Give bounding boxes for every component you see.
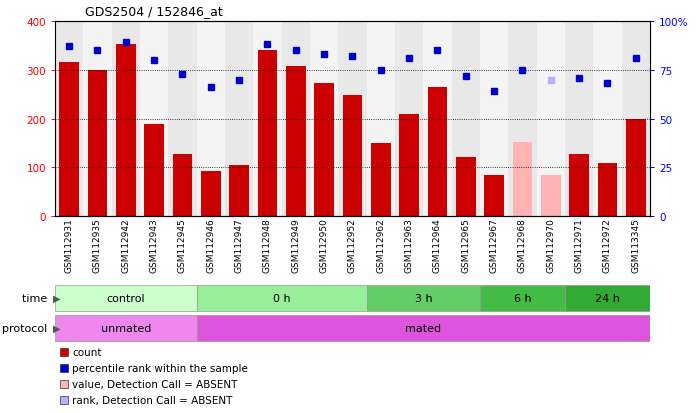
Bar xyxy=(314,84,334,216)
Bar xyxy=(59,63,79,216)
Bar xyxy=(87,71,107,216)
Bar xyxy=(343,96,362,216)
Text: GDS2504 / 152846_at: GDS2504 / 152846_at xyxy=(85,5,223,18)
Bar xyxy=(112,22,140,216)
Bar xyxy=(282,22,310,216)
Text: 3 h: 3 h xyxy=(415,293,432,303)
Bar xyxy=(197,22,225,216)
Bar xyxy=(565,285,650,312)
Bar xyxy=(484,175,504,216)
Bar xyxy=(480,285,565,312)
Text: protocol: protocol xyxy=(2,323,51,333)
Text: ▶: ▶ xyxy=(53,323,61,333)
Bar xyxy=(565,22,593,216)
Bar xyxy=(339,22,366,216)
Bar xyxy=(512,142,533,216)
Bar xyxy=(622,22,650,216)
Bar xyxy=(55,315,197,342)
Bar xyxy=(144,125,164,216)
Bar xyxy=(456,158,476,216)
Bar xyxy=(626,119,646,216)
Bar xyxy=(480,22,508,216)
Bar xyxy=(537,22,565,216)
Bar xyxy=(570,155,589,216)
Text: 24 h: 24 h xyxy=(595,293,620,303)
Bar xyxy=(428,88,447,216)
Bar xyxy=(310,22,339,216)
Text: ▶: ▶ xyxy=(53,293,61,303)
Text: mated: mated xyxy=(406,323,441,333)
Text: 6 h: 6 h xyxy=(514,293,531,303)
Bar xyxy=(55,22,83,216)
Bar xyxy=(286,66,306,216)
Bar xyxy=(83,22,112,216)
Bar xyxy=(201,172,221,216)
Bar xyxy=(593,22,622,216)
Bar xyxy=(423,22,452,216)
Bar xyxy=(371,144,391,216)
Text: control: control xyxy=(107,293,145,303)
Bar xyxy=(60,396,68,404)
Bar xyxy=(229,166,249,216)
Bar xyxy=(399,114,419,216)
Bar xyxy=(225,22,253,216)
Bar xyxy=(60,364,68,372)
Text: value, Detection Call = ABSENT: value, Detection Call = ABSENT xyxy=(72,379,237,389)
Bar xyxy=(541,175,560,216)
Text: rank, Detection Call = ABSENT: rank, Detection Call = ABSENT xyxy=(72,395,232,405)
Text: 0 h: 0 h xyxy=(273,293,290,303)
Bar xyxy=(140,22,168,216)
Bar xyxy=(197,315,650,342)
Bar xyxy=(366,285,480,312)
Text: count: count xyxy=(72,347,101,357)
Bar xyxy=(55,285,197,312)
Bar xyxy=(395,22,423,216)
Bar xyxy=(172,155,193,216)
Bar xyxy=(258,51,277,216)
Bar xyxy=(116,45,135,216)
Bar xyxy=(597,164,618,216)
Bar xyxy=(452,22,480,216)
Bar xyxy=(508,22,537,216)
Text: time: time xyxy=(22,293,51,303)
Bar xyxy=(253,22,282,216)
Bar xyxy=(197,285,366,312)
Text: percentile rank within the sample: percentile rank within the sample xyxy=(72,363,248,373)
Text: unmated: unmated xyxy=(101,323,151,333)
Bar xyxy=(60,380,68,388)
Bar xyxy=(60,348,68,356)
Bar xyxy=(366,22,395,216)
Bar xyxy=(168,22,197,216)
